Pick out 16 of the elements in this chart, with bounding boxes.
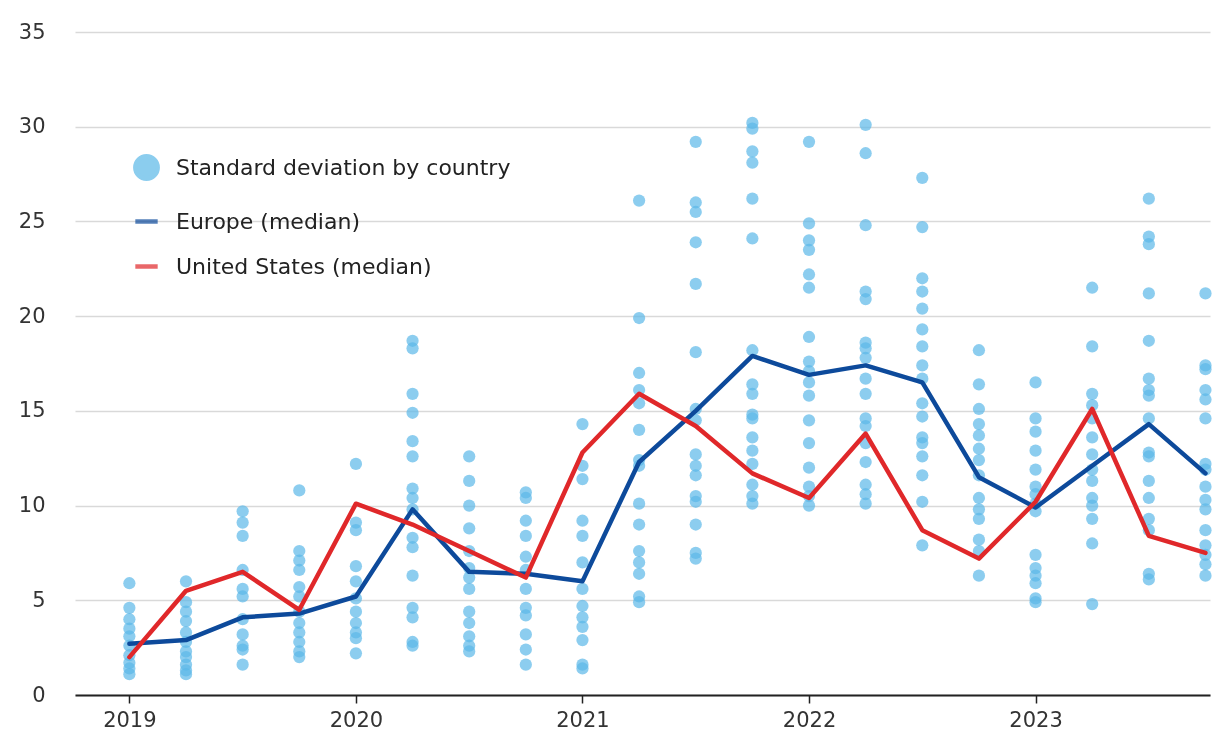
y-tick-label: 20 xyxy=(18,303,46,328)
legend-label: United States (median) xyxy=(176,253,432,279)
y-tick-label: 15 xyxy=(18,398,46,423)
legend-label: Europe (median) xyxy=(176,208,360,234)
y-tick-label: 5 xyxy=(32,587,46,612)
x-tick-label: 2022 xyxy=(782,707,837,732)
y-tick-label: 30 xyxy=(18,114,46,139)
legend-label: Standard deviation by country xyxy=(176,154,511,180)
x-tick-label: 2023 xyxy=(1009,707,1063,732)
x-tick-label: 2020 xyxy=(329,707,384,732)
y-tick-label: 0 xyxy=(32,682,46,707)
x-tick-label: 2019 xyxy=(103,707,157,732)
y-tick-label: 25 xyxy=(18,208,46,233)
x-tick-label: 2021 xyxy=(556,707,610,732)
y-tick-label: 10 xyxy=(18,493,46,518)
y-tick-label: 35 xyxy=(18,19,46,44)
